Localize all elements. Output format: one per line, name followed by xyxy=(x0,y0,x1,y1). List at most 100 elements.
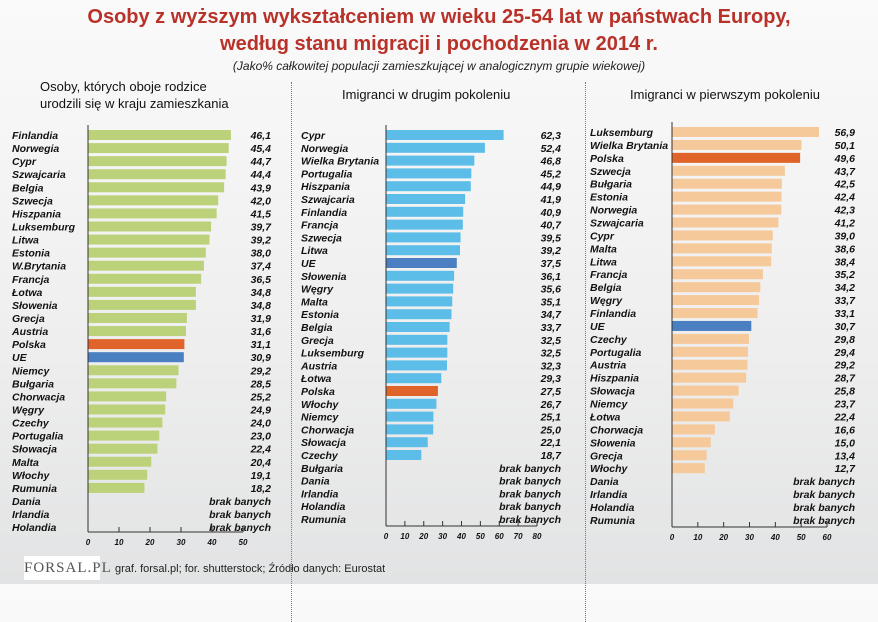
bar xyxy=(88,299,196,310)
category-label: Szwecja xyxy=(301,232,342,244)
category-label: Grecja xyxy=(590,450,623,462)
no-data-label: brak banych xyxy=(499,514,561,526)
category-label: Finlandia xyxy=(12,130,58,142)
value-label: 12,7 xyxy=(835,463,857,475)
value-label: 29,4 xyxy=(834,347,856,359)
value-label: 15,0 xyxy=(835,437,856,449)
category-label: Cypr xyxy=(301,130,326,142)
bar xyxy=(88,260,204,271)
category-label: Rumunia xyxy=(301,514,346,526)
category-label: Słowacja xyxy=(590,386,635,398)
bar xyxy=(88,404,166,415)
category-label: Holandia xyxy=(301,501,345,513)
category-label: Czechy xyxy=(590,334,628,346)
category-label: Słowenia xyxy=(12,300,58,312)
category-label: UE xyxy=(590,321,606,333)
value-label: 41,5 xyxy=(250,208,272,220)
category-label: Włochy xyxy=(301,399,339,411)
value-label: 32,5 xyxy=(541,348,562,360)
category-label: Belgia xyxy=(12,182,44,194)
category-label: Norwegia xyxy=(590,205,637,217)
category-label: Bułgaria xyxy=(301,463,343,475)
bar xyxy=(672,463,705,474)
category-label: Wielka Brytania xyxy=(301,156,379,168)
value-label: 44,9 xyxy=(540,181,562,193)
panel3-title: Imigranci w pierwszym pokoleniu xyxy=(630,87,821,102)
x-tick-label: 30 xyxy=(745,533,754,542)
category-label: Estonia xyxy=(12,248,50,260)
category-label: Rumunia xyxy=(590,515,635,527)
bar-charts: Finlandia 46,1 Norwegia 45,4 Cypr 44,7 Szwajca… xyxy=(11,122,857,547)
bar xyxy=(386,309,452,320)
value-label: 38,6 xyxy=(835,243,856,255)
category-label: Grecja xyxy=(12,313,45,325)
category-label: Estonia xyxy=(590,192,628,204)
value-label: 39,7 xyxy=(251,221,273,233)
x-tick-label: 60 xyxy=(495,532,504,541)
no-data-label: brak banych xyxy=(209,496,271,508)
category-label: Irlandia xyxy=(590,489,628,501)
value-label: 34,7 xyxy=(541,309,563,321)
bar xyxy=(672,359,748,370)
bar xyxy=(386,181,471,192)
bar xyxy=(386,155,475,166)
bar xyxy=(386,194,466,204)
value-label: 43,9 xyxy=(250,182,272,194)
bar xyxy=(88,352,184,363)
bar xyxy=(672,256,772,267)
bar xyxy=(672,269,763,280)
category-label: Niemcy xyxy=(12,365,51,377)
bar xyxy=(386,270,455,281)
panel-divider xyxy=(291,82,292,622)
bar xyxy=(88,208,217,219)
category-label: Hiszpania xyxy=(590,373,639,385)
bar xyxy=(672,411,730,422)
category-label: Portugalia xyxy=(590,347,642,359)
bar xyxy=(88,312,187,323)
x-tick-label: 30 xyxy=(438,532,447,541)
value-label: 34,8 xyxy=(251,287,272,299)
no-data-label: brak banych xyxy=(209,509,271,521)
bar xyxy=(672,346,748,357)
category-label: Dania xyxy=(12,496,41,508)
bar xyxy=(672,204,782,215)
value-label: 36,1 xyxy=(541,271,562,283)
bar xyxy=(88,365,179,376)
category-label: UE xyxy=(12,352,28,364)
bar xyxy=(88,456,152,467)
no-data-label: brak banych xyxy=(499,488,561,500)
value-label: 52,4 xyxy=(541,143,562,155)
category-label: Holandia xyxy=(590,502,634,514)
no-data-label: brak banych xyxy=(209,522,271,534)
category-label: Estonia xyxy=(301,309,339,321)
value-label: 35,6 xyxy=(541,284,562,296)
value-label: 32,3 xyxy=(541,360,562,372)
x-tick-label: 0 xyxy=(384,532,389,541)
no-data-label: brak banych xyxy=(793,515,855,527)
bar xyxy=(672,372,747,383)
x-tick-label: 80 xyxy=(533,532,542,541)
bar xyxy=(88,339,185,350)
category-label: Hiszpania xyxy=(12,208,61,220)
bar xyxy=(672,217,779,228)
x-tick-label: 50 xyxy=(239,538,248,547)
forsal-logo: FORSAL.PL xyxy=(24,556,111,580)
value-label: 29,2 xyxy=(250,365,272,377)
bar xyxy=(386,411,434,422)
bar xyxy=(672,437,711,448)
category-label: Austria xyxy=(300,360,337,372)
value-label: 50,1 xyxy=(835,140,856,152)
category-label: Niemcy xyxy=(301,412,340,424)
value-label: 29,2 xyxy=(834,360,856,372)
bar xyxy=(672,230,773,241)
category-label: Słowenia xyxy=(301,271,347,283)
category-label: Czechy xyxy=(12,418,50,430)
value-label: 39,2 xyxy=(541,245,562,257)
category-label: Węgry xyxy=(12,404,45,416)
value-label: 25,8 xyxy=(834,386,856,398)
x-tick-label: 10 xyxy=(693,533,702,542)
bar xyxy=(672,320,752,331)
bar xyxy=(386,373,442,384)
bar xyxy=(672,308,758,319)
category-label: Bułgaria xyxy=(590,179,632,191)
